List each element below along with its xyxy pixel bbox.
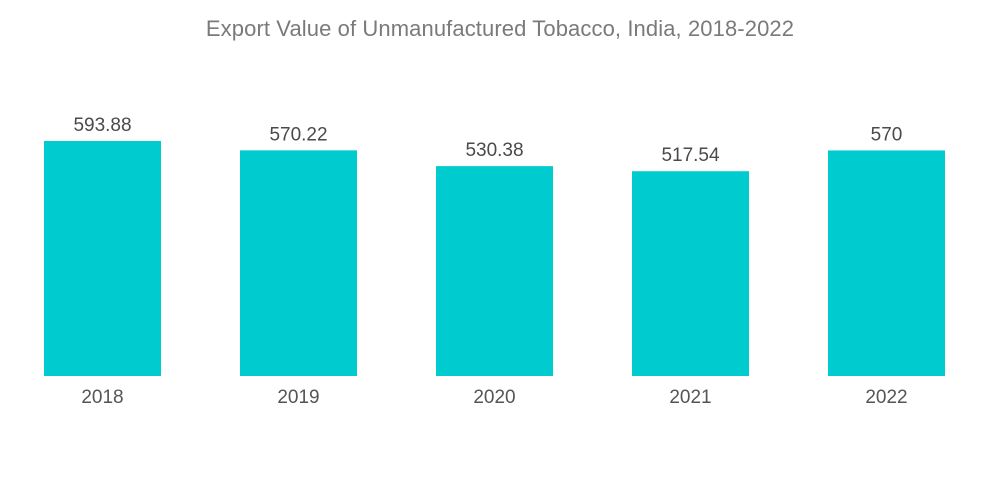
bars-group bbox=[44, 141, 945, 376]
bar-2018 bbox=[44, 141, 161, 376]
bar-2021 bbox=[632, 171, 749, 376]
x-tick-2019: 2019 bbox=[277, 387, 319, 408]
x-tick-2022: 2022 bbox=[865, 387, 907, 408]
data-labels-group: 593.88 570.22 530.38 517.54 570 bbox=[73, 115, 902, 166]
x-tick-2018: 2018 bbox=[81, 387, 123, 408]
x-tick-2020: 2020 bbox=[473, 387, 515, 408]
data-label-2018: 593.88 bbox=[73, 115, 131, 136]
data-label-2022: 570 bbox=[871, 124, 903, 145]
data-label-2020: 530.38 bbox=[465, 140, 523, 161]
bar-2020 bbox=[436, 166, 553, 376]
x-tick-2021: 2021 bbox=[669, 387, 711, 408]
data-label-2021: 517.54 bbox=[661, 145, 720, 166]
bar-2019 bbox=[240, 150, 357, 376]
chart-title: Export Value of Unmanufactured Tobacco, … bbox=[205, 16, 795, 41]
x-axis-ticks: 2018 2019 2020 2021 2022 bbox=[81, 387, 907, 408]
data-label-2019: 570.22 bbox=[269, 124, 327, 145]
bar-2022 bbox=[828, 150, 945, 376]
